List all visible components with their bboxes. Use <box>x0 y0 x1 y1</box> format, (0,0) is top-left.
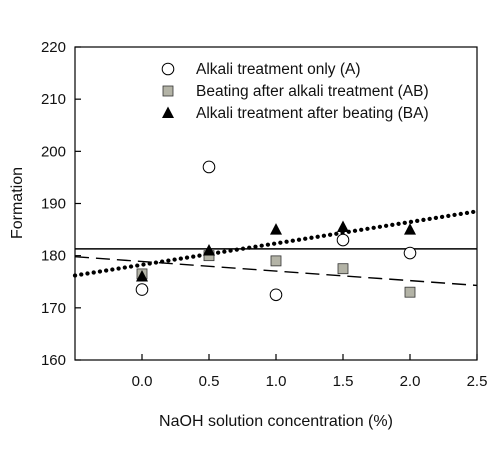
x-tick-label: 0.0 <box>132 373 153 390</box>
legend-marker <box>162 106 174 118</box>
y-tick-label: 200 <box>41 143 66 160</box>
x-tick-label: 1.5 <box>333 373 354 390</box>
legend-label: Alkali treatment only (A) <box>196 61 361 78</box>
x-tick-label: 0.5 <box>199 373 220 390</box>
data-point-a <box>336 233 350 247</box>
y-tick-label: 190 <box>41 196 66 213</box>
data-point-a <box>202 160 216 174</box>
y-tick-label: 160 <box>41 352 66 369</box>
data-point-ab <box>270 255 282 267</box>
data-point-ba <box>337 220 349 232</box>
data-markers <box>135 160 417 302</box>
y-axis-ticks: 160 170 180 190 200 210 220 <box>41 39 81 369</box>
legend-label: Alkali treatment after beating (BA) <box>196 105 429 122</box>
fit-line-dashed <box>74 256 478 287</box>
legend-marker <box>161 62 175 76</box>
y-tick-label: 170 <box>41 300 66 317</box>
fit-lines <box>72 209 480 287</box>
data-point-ba <box>404 223 416 235</box>
data-point-a <box>269 288 283 302</box>
y-tick-label: 210 <box>41 91 66 108</box>
data-point-ba <box>203 243 215 256</box>
fit-line-dotted <box>72 209 480 278</box>
y-tick-label: 180 <box>41 248 66 265</box>
x-tick-label: 2.5 <box>467 373 488 390</box>
legend-label: Beating after alkali treatment (AB) <box>196 83 429 100</box>
x-tick-label: 2.0 <box>400 373 421 390</box>
x-axis-ticks: 0.0 0.5 1.0 1.5 2.0 2.5 <box>132 354 488 390</box>
data-point-a <box>403 246 417 260</box>
x-tick-label: 1.0 <box>266 373 287 390</box>
data-point-a <box>135 283 149 296</box>
data-point-ab <box>337 263 349 275</box>
data-point-ab <box>404 286 416 298</box>
data-point-ba <box>270 223 282 235</box>
data-point-ba <box>136 270 148 282</box>
y-axis-label: Formation <box>9 167 26 239</box>
legend: Alkali treatment only (A) Beating after a… <box>161 61 429 122</box>
x-axis-label: NaOH solution concentration (%) <box>159 413 393 430</box>
legend-marker <box>162 85 174 97</box>
y-tick-label: 220 <box>41 39 66 56</box>
